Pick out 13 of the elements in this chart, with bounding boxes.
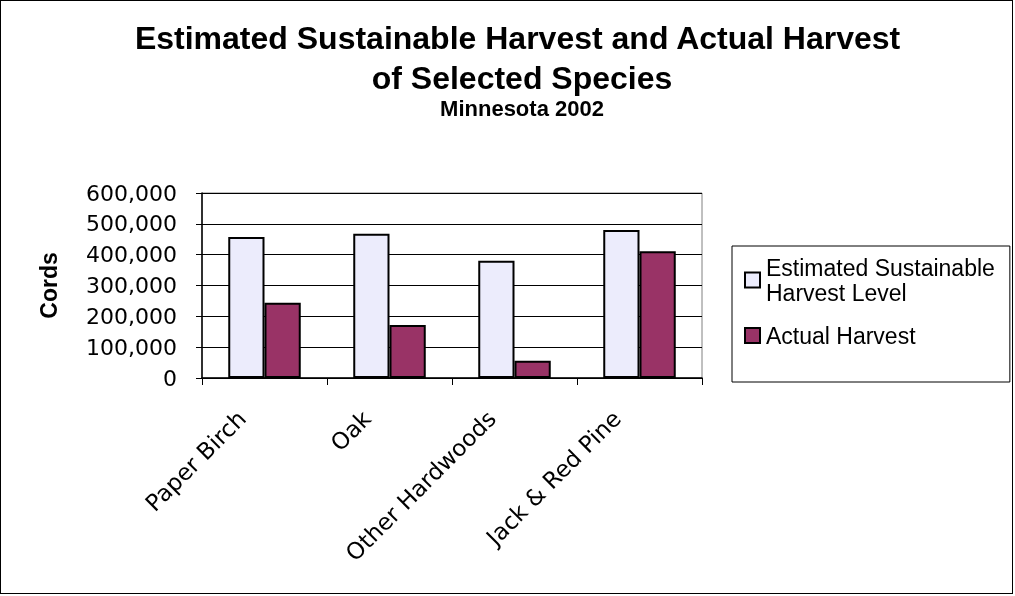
y-tick-label: 300,000: [86, 273, 177, 298]
y-tick-label: 400,000: [86, 242, 177, 268]
y-tick-label: 0: [163, 365, 177, 391]
chart-subtitle: Minnesota 2002: [440, 95, 604, 121]
chart-title: Estimated Sustainable Harvest and Actual Harvest of Selected Species: [134, 20, 910, 96]
y-tick-label: 100,000: [86, 334, 177, 360]
y-tick-label: 200,000: [86, 303, 177, 329]
legend-label: Estimated Sustainable Harvest Level: [766, 254, 995, 306]
y-tick-label: 500,000: [86, 211, 177, 237]
y-tick-label: 600,000: [86, 180, 177, 206]
y-axis-title: Cords: [35, 252, 62, 319]
x-tick-label: Oak: [325, 404, 377, 456]
legend-label: Actual Harvest: [766, 322, 917, 349]
